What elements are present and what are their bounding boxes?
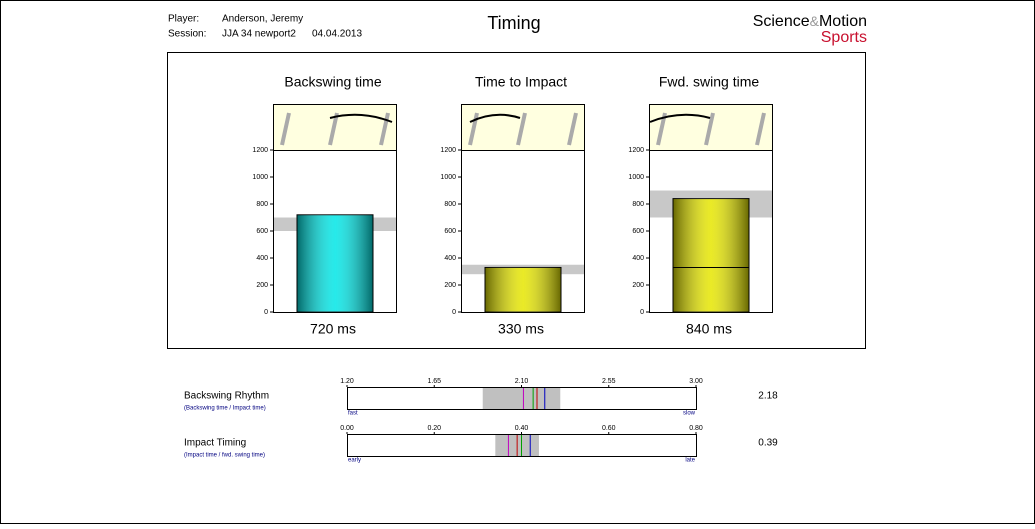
swing-arrow (329, 113, 393, 123)
y-tick-label: 1000 (252, 174, 268, 181)
club-icon (328, 112, 339, 146)
date: 04.04.2013 (312, 29, 362, 40)
x-tick-label: 2.10 (515, 378, 529, 385)
y-tick-label: 400 (444, 255, 456, 262)
chart-title: Backswing time (284, 74, 381, 90)
bar-shade (485, 267, 561, 312)
high-label: late (685, 458, 695, 464)
value-label: 330 ms (498, 321, 544, 337)
gauge-title: Backswing Rhythm (184, 391, 269, 402)
y-tick-label: 1000 (440, 174, 456, 181)
target-band (482, 388, 561, 409)
chart-title: Fwd. swing time (659, 74, 760, 90)
high-label: slow (683, 411, 696, 417)
club-icon (704, 112, 715, 146)
x-tick-label: 0.80 (689, 425, 703, 432)
y-tick-label: 800 (256, 201, 268, 208)
title: Timing (487, 13, 540, 33)
club-icon (567, 112, 578, 146)
low-label: fast (348, 411, 358, 417)
brand-c: Sports (821, 29, 867, 46)
value-label: 720 ms (310, 321, 356, 337)
y-tick-label: 0 (640, 309, 644, 316)
y-tick-label: 200 (444, 282, 456, 289)
y-tick-label: 800 (444, 201, 456, 208)
y-tick-label: 200 (256, 282, 268, 289)
y-tick-label: 1000 (628, 174, 644, 181)
bar-shade (673, 198, 749, 312)
y-tick-label: 600 (256, 228, 268, 235)
y-tick-label: 0 (452, 309, 456, 316)
club-icon (755, 112, 766, 146)
club-icon (280, 112, 291, 146)
gauge-value: 0.39 (758, 438, 778, 449)
y-tick-label: 600 (632, 228, 644, 235)
player-label: Player: (168, 14, 199, 25)
gauge-title: Impact Timing (184, 438, 246, 449)
x-tick-label: 0.40 (515, 425, 529, 432)
y-tick-label: 0 (264, 309, 268, 316)
x-tick-label: 0.60 (602, 425, 616, 432)
brand-amp: & (810, 13, 820, 29)
x-tick-label: 1.65 (427, 378, 441, 385)
value-label: 840 ms (686, 321, 732, 337)
brand-b: Motion (819, 13, 867, 30)
club-icon (379, 112, 390, 146)
x-tick-label: 3.00 (689, 378, 703, 385)
y-tick-label: 800 (632, 201, 644, 208)
session-label: Session: (168, 29, 206, 40)
x-tick-label: 0.00 (340, 425, 354, 432)
swing-arrow (649, 113, 711, 123)
x-tick-label: 1.20 (340, 378, 354, 385)
club-icon (516, 112, 527, 146)
club-icon (468, 112, 479, 146)
gauge-subtitle: (Impact time / fwd. swing time) (184, 453, 265, 459)
chart-title: Time to Impact (475, 74, 567, 90)
y-tick-label: 400 (256, 255, 268, 262)
y-tick-label: 1200 (252, 147, 268, 154)
gauge-subtitle: (Backswing time / Impact time) (184, 406, 266, 412)
x-tick-label: 0.20 (427, 425, 441, 432)
low-label: early (348, 458, 361, 464)
swing-arrow (469, 113, 521, 123)
y-tick-label: 400 (632, 255, 644, 262)
player: Anderson, Jeremy (222, 14, 303, 25)
bar-shade (297, 214, 373, 312)
x-tick-label: 2.55 (602, 378, 616, 385)
y-tick-label: 1200 (628, 147, 644, 154)
y-tick-label: 200 (632, 282, 644, 289)
brand: Science&Motion (753, 13, 867, 31)
brand-a: Science (753, 13, 810, 30)
gauge-value: 2.18 (758, 391, 778, 402)
y-tick-label: 600 (444, 228, 456, 235)
y-tick-label: 1200 (440, 147, 456, 154)
charts-frame (167, 52, 866, 349)
session: JJA 34 newport2 (222, 29, 296, 40)
